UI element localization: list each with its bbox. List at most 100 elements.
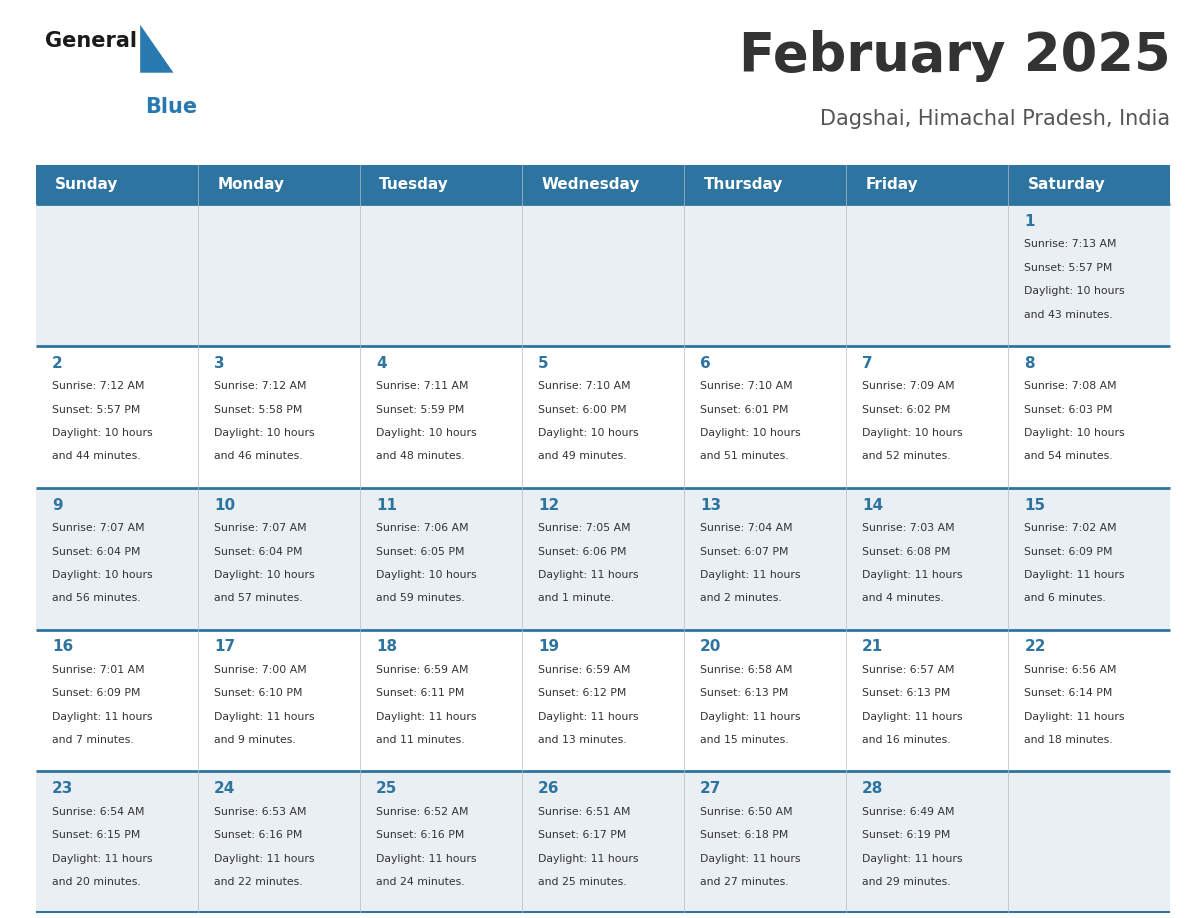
Text: Sunrise: 7:04 AM: Sunrise: 7:04 AM	[700, 523, 792, 533]
Text: Daylight: 10 hours: Daylight: 10 hours	[214, 428, 315, 438]
Text: Sunset: 6:13 PM: Sunset: 6:13 PM	[862, 688, 950, 699]
Text: Daylight: 11 hours: Daylight: 11 hours	[862, 711, 962, 722]
Text: 5: 5	[538, 355, 549, 371]
Text: Sunset: 5:57 PM: Sunset: 5:57 PM	[52, 405, 140, 415]
Text: 13: 13	[700, 498, 721, 512]
Text: Sunset: 6:06 PM: Sunset: 6:06 PM	[538, 546, 626, 556]
Text: and 29 minutes.: and 29 minutes.	[862, 878, 950, 887]
Text: Sunset: 6:10 PM: Sunset: 6:10 PM	[214, 688, 303, 699]
Text: 6: 6	[700, 355, 710, 371]
Text: Sunrise: 6:54 AM: Sunrise: 6:54 AM	[52, 807, 145, 817]
Text: Monday: Monday	[217, 177, 284, 192]
Text: and 1 minute.: and 1 minute.	[538, 593, 614, 603]
Text: Sunrise: 6:52 AM: Sunrise: 6:52 AM	[375, 807, 468, 817]
Text: Sunset: 6:16 PM: Sunset: 6:16 PM	[214, 831, 302, 840]
Text: Sunrise: 7:06 AM: Sunrise: 7:06 AM	[375, 523, 468, 533]
Text: Daylight: 10 hours: Daylight: 10 hours	[538, 428, 639, 438]
Text: Daylight: 10 hours: Daylight: 10 hours	[1024, 286, 1125, 297]
Text: and 9 minutes.: and 9 minutes.	[214, 735, 296, 745]
Text: and 25 minutes.: and 25 minutes.	[538, 878, 627, 887]
Text: Daylight: 10 hours: Daylight: 10 hours	[375, 428, 476, 438]
Text: 22: 22	[1024, 640, 1045, 655]
Text: Sunrise: 7:12 AM: Sunrise: 7:12 AM	[52, 381, 145, 391]
Text: 26: 26	[538, 781, 560, 797]
Text: and 24 minutes.: and 24 minutes.	[375, 878, 465, 887]
Text: Sunrise: 7:07 AM: Sunrise: 7:07 AM	[52, 523, 145, 533]
Text: General: General	[45, 31, 137, 51]
Text: and 7 minutes.: and 7 minutes.	[52, 735, 133, 745]
Text: 16: 16	[52, 640, 74, 655]
Text: Daylight: 10 hours: Daylight: 10 hours	[214, 570, 315, 580]
Text: Sunset: 6:17 PM: Sunset: 6:17 PM	[538, 831, 626, 840]
Text: 25: 25	[375, 781, 397, 797]
Text: Friday: Friday	[866, 177, 918, 192]
Text: Daylight: 11 hours: Daylight: 11 hours	[214, 711, 315, 722]
Text: 14: 14	[862, 498, 884, 512]
Text: Daylight: 10 hours: Daylight: 10 hours	[862, 428, 962, 438]
Text: Daylight: 11 hours: Daylight: 11 hours	[700, 711, 801, 722]
Text: 1: 1	[1024, 214, 1035, 229]
Text: Daylight: 10 hours: Daylight: 10 hours	[1024, 428, 1125, 438]
Text: Daylight: 11 hours: Daylight: 11 hours	[700, 854, 801, 864]
Text: Sunset: 6:04 PM: Sunset: 6:04 PM	[52, 546, 140, 556]
Text: Sunset: 6:04 PM: Sunset: 6:04 PM	[214, 546, 303, 556]
Text: and 2 minutes.: and 2 minutes.	[700, 593, 782, 603]
Text: Daylight: 11 hours: Daylight: 11 hours	[538, 711, 639, 722]
Text: and 44 minutes.: and 44 minutes.	[52, 452, 140, 462]
Text: Sunset: 6:03 PM: Sunset: 6:03 PM	[1024, 405, 1113, 415]
Text: Sunset: 6:19 PM: Sunset: 6:19 PM	[862, 831, 950, 840]
Text: Sunset: 6:02 PM: Sunset: 6:02 PM	[862, 405, 950, 415]
Text: and 22 minutes.: and 22 minutes.	[214, 878, 303, 887]
Text: and 13 minutes.: and 13 minutes.	[538, 735, 627, 745]
Text: Sunrise: 7:09 AM: Sunrise: 7:09 AM	[862, 381, 955, 391]
Text: Sunrise: 7:13 AM: Sunrise: 7:13 AM	[1024, 240, 1117, 250]
Text: 21: 21	[862, 640, 884, 655]
Text: 27: 27	[700, 781, 721, 797]
Text: Sunrise: 6:57 AM: Sunrise: 6:57 AM	[862, 665, 955, 675]
Text: 20: 20	[700, 640, 721, 655]
Text: 19: 19	[538, 640, 560, 655]
Text: Blue: Blue	[145, 97, 197, 118]
Text: 9: 9	[52, 498, 63, 512]
Text: Sunset: 6:08 PM: Sunset: 6:08 PM	[862, 546, 950, 556]
Text: Sunrise: 7:05 AM: Sunrise: 7:05 AM	[538, 523, 631, 533]
Polygon shape	[140, 25, 173, 73]
Text: and 46 minutes.: and 46 minutes.	[214, 452, 303, 462]
Text: Daylight: 11 hours: Daylight: 11 hours	[862, 570, 962, 580]
Text: 18: 18	[375, 640, 397, 655]
Text: Daylight: 11 hours: Daylight: 11 hours	[538, 570, 639, 580]
Text: Sunset: 6:14 PM: Sunset: 6:14 PM	[1024, 688, 1113, 699]
Text: Sunrise: 6:50 AM: Sunrise: 6:50 AM	[700, 807, 792, 817]
Text: Daylight: 11 hours: Daylight: 11 hours	[52, 711, 152, 722]
Text: Sunset: 6:09 PM: Sunset: 6:09 PM	[52, 688, 140, 699]
Text: Thursday: Thursday	[703, 177, 783, 192]
Text: 3: 3	[214, 355, 225, 371]
Text: Sunset: 5:57 PM: Sunset: 5:57 PM	[1024, 263, 1113, 273]
Text: Sunset: 6:00 PM: Sunset: 6:00 PM	[538, 405, 627, 415]
Text: Sunrise: 7:01 AM: Sunrise: 7:01 AM	[52, 665, 145, 675]
Text: 28: 28	[862, 781, 884, 797]
Text: Sunrise: 6:53 AM: Sunrise: 6:53 AM	[214, 807, 307, 817]
Text: Sunset: 6:15 PM: Sunset: 6:15 PM	[52, 831, 140, 840]
Text: 12: 12	[538, 498, 560, 512]
Text: and 27 minutes.: and 27 minutes.	[700, 878, 789, 887]
Text: 8: 8	[1024, 355, 1035, 371]
Text: Daylight: 11 hours: Daylight: 11 hours	[214, 854, 315, 864]
Text: Saturday: Saturday	[1028, 177, 1105, 192]
Text: and 15 minutes.: and 15 minutes.	[700, 735, 789, 745]
Text: Sunset: 6:09 PM: Sunset: 6:09 PM	[1024, 546, 1113, 556]
Text: Sunrise: 6:58 AM: Sunrise: 6:58 AM	[700, 665, 792, 675]
Text: Sunrise: 7:02 AM: Sunrise: 7:02 AM	[1024, 523, 1117, 533]
Text: 7: 7	[862, 355, 873, 371]
Text: and 16 minutes.: and 16 minutes.	[862, 735, 950, 745]
Text: Daylight: 10 hours: Daylight: 10 hours	[700, 428, 801, 438]
Text: Sunrise: 7:11 AM: Sunrise: 7:11 AM	[375, 381, 468, 391]
Text: Sunday: Sunday	[55, 177, 119, 192]
Text: Sunrise: 7:12 AM: Sunrise: 7:12 AM	[214, 381, 307, 391]
Text: and 20 minutes.: and 20 minutes.	[52, 878, 140, 887]
Text: Daylight: 11 hours: Daylight: 11 hours	[700, 570, 801, 580]
Text: Sunrise: 7:07 AM: Sunrise: 7:07 AM	[214, 523, 307, 533]
Text: Sunrise: 6:59 AM: Sunrise: 6:59 AM	[538, 665, 631, 675]
Text: Daylight: 10 hours: Daylight: 10 hours	[52, 570, 152, 580]
Text: and 18 minutes.: and 18 minutes.	[1024, 735, 1113, 745]
